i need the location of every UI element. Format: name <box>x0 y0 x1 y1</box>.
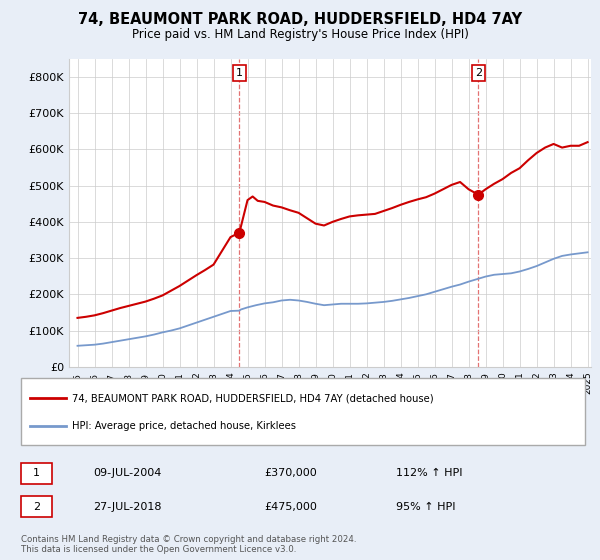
Text: 74, BEAUMONT PARK ROAD, HUDDERSFIELD, HD4 7AY (detached house): 74, BEAUMONT PARK ROAD, HUDDERSFIELD, HD… <box>72 393 434 403</box>
Text: 2: 2 <box>33 502 40 512</box>
Text: 112% ↑ HPI: 112% ↑ HPI <box>396 468 463 478</box>
Text: £370,000: £370,000 <box>264 468 317 478</box>
Text: HPI: Average price, detached house, Kirklees: HPI: Average price, detached house, Kirk… <box>72 421 296 431</box>
Text: Price paid vs. HM Land Registry's House Price Index (HPI): Price paid vs. HM Land Registry's House … <box>131 28 469 41</box>
Text: 1: 1 <box>236 68 243 78</box>
Text: Contains HM Land Registry data © Crown copyright and database right 2024.
This d: Contains HM Land Registry data © Crown c… <box>21 535 356 554</box>
Text: 2: 2 <box>475 68 482 78</box>
Text: 74, BEAUMONT PARK ROAD, HUDDERSFIELD, HD4 7AY: 74, BEAUMONT PARK ROAD, HUDDERSFIELD, HD… <box>78 12 522 27</box>
Text: 1: 1 <box>33 468 40 478</box>
Text: 09-JUL-2004: 09-JUL-2004 <box>93 468 161 478</box>
Text: 27-JUL-2018: 27-JUL-2018 <box>93 502 161 512</box>
Text: 95% ↑ HPI: 95% ↑ HPI <box>396 502 455 512</box>
Text: £475,000: £475,000 <box>264 502 317 512</box>
